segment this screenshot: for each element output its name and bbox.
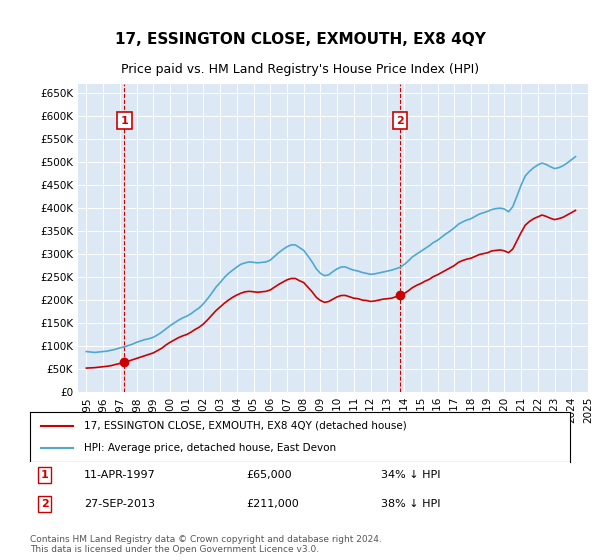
- Text: 27-SEP-2013: 27-SEP-2013: [84, 499, 155, 509]
- Text: £65,000: £65,000: [246, 470, 292, 480]
- Text: 1: 1: [121, 116, 128, 126]
- Text: 2: 2: [396, 116, 404, 126]
- Text: £211,000: £211,000: [246, 499, 299, 509]
- Text: 1: 1: [41, 470, 49, 480]
- Text: 34% ↓ HPI: 34% ↓ HPI: [381, 470, 440, 480]
- Text: 17, ESSINGTON CLOSE, EXMOUTH, EX8 4QY: 17, ESSINGTON CLOSE, EXMOUTH, EX8 4QY: [115, 32, 485, 46]
- Text: Price paid vs. HM Land Registry's House Price Index (HPI): Price paid vs. HM Land Registry's House …: [121, 63, 479, 77]
- Text: Contains HM Land Registry data © Crown copyright and database right 2024.
This d: Contains HM Land Registry data © Crown c…: [30, 535, 382, 554]
- Text: 38% ↓ HPI: 38% ↓ HPI: [381, 499, 440, 509]
- Text: 17, ESSINGTON CLOSE, EXMOUTH, EX8 4QY (detached house): 17, ESSINGTON CLOSE, EXMOUTH, EX8 4QY (d…: [84, 421, 407, 431]
- Text: HPI: Average price, detached house, East Devon: HPI: Average price, detached house, East…: [84, 443, 336, 453]
- Text: 11-APR-1997: 11-APR-1997: [84, 470, 156, 480]
- Text: 2: 2: [41, 499, 49, 509]
